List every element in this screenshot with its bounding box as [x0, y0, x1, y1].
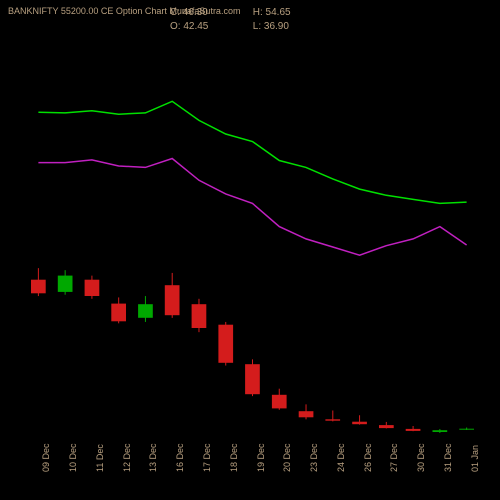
ohlc-low: L: 36.90: [253, 20, 333, 34]
x-tick-label: 16 Dec: [175, 443, 185, 472]
ohlc-high: H: 54.65: [253, 6, 333, 20]
x-tick-label: 01 Jan: [470, 445, 480, 472]
x-axis-labels: 09 Dec 10 Dec 11 Dec 12 Dec 13 Dec 16 Dec 17 D…: [25, 440, 480, 500]
x-tick-label: 19 Dec: [256, 443, 266, 472]
x-tick-label: 10 Dec: [68, 443, 78, 472]
x-tick-label: 11 Dec: [95, 444, 105, 472]
x-tick-label: 31 Dec: [443, 443, 453, 472]
x-tick-label: 13 Dec: [148, 443, 158, 472]
ohlc-close: C: 46.30: [170, 6, 250, 20]
x-tick-label: 30 Dec: [416, 443, 426, 472]
x-tick-label: 18 Dec: [229, 443, 239, 472]
x-tick-label: 12 Dec: [122, 443, 132, 472]
chart-container: { "title": "BANKNIFTY 55200.00 CE Option…: [0, 0, 500, 500]
plot-area: [25, 40, 480, 435]
x-tick-label: 26 Dec: [363, 443, 373, 472]
plot-svg: [25, 40, 480, 435]
x-tick-label: 23 Dec: [309, 443, 319, 472]
x-tick-label: 24 Dec: [336, 443, 346, 472]
x-tick-label: 27 Dec: [389, 443, 399, 472]
ohlc-readout: C: 46.30 H: 54.65 O: 42.45 L: 36.90: [170, 6, 333, 34]
ohlc-open: O: 42.45: [170, 20, 250, 34]
x-tick-label: 17 Dec: [202, 443, 212, 472]
x-tick-label: 09 Dec: [41, 443, 51, 472]
x-tick-label: 20 Dec: [282, 443, 292, 472]
